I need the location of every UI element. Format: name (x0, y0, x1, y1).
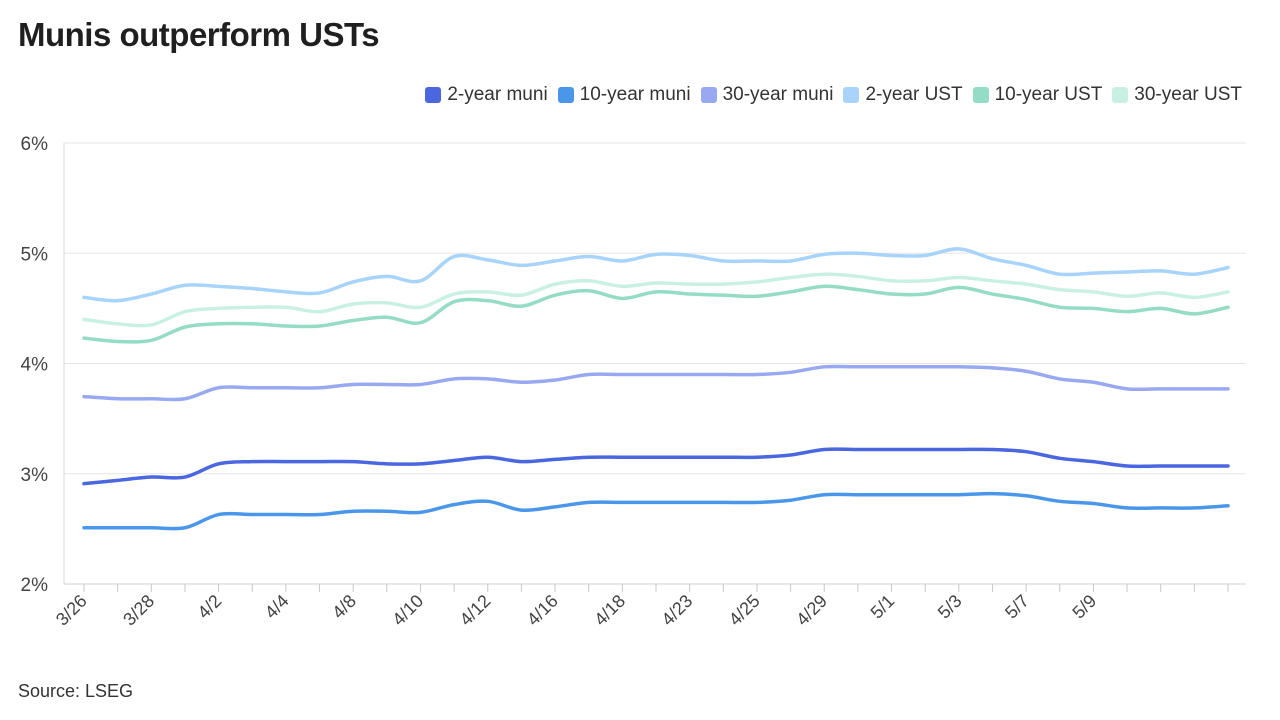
x-tick-label: 4/10 (388, 591, 427, 630)
legend-item-30-year-muni[interactable]: 30-year muni (700, 84, 834, 106)
legend-label: 10-year muni (579, 84, 691, 105)
legend-swatch (1112, 87, 1129, 103)
y-tick-label: 5% (21, 244, 49, 265)
legend-label: 10-year UST (994, 84, 1103, 105)
series-line-10-year-muni (82, 491, 1230, 531)
legend-swatch (700, 87, 717, 103)
series-line-30-year-muni (82, 364, 1230, 402)
x-tick-label: 5/1 (867, 591, 899, 623)
legend-item-30-year-ust[interactable]: 30-year UST (1112, 84, 1242, 106)
x-tick-label: 5/3 (934, 591, 966, 623)
legend-label: 30-year UST (1134, 84, 1242, 105)
x-tick-label: 3/26 (52, 591, 91, 630)
x-tick-label: 4/8 (328, 591, 360, 623)
legend-swatch (425, 87, 442, 103)
x-tick-label: 4/25 (725, 591, 764, 630)
legend-item-2-year-muni[interactable]: 2-year muni (425, 84, 548, 106)
y-tick-label: 6% (21, 134, 49, 155)
x-tick-label: 3/28 (119, 591, 158, 630)
legend-label: 2-year UST (865, 84, 963, 105)
legend-swatch (972, 87, 989, 103)
x-tick-label: 4/12 (456, 591, 495, 630)
legend-swatch (843, 87, 860, 103)
legend-item-10-year-muni[interactable]: 10-year muni (557, 84, 691, 106)
legend-item-10-year-ust[interactable]: 10-year UST (972, 84, 1103, 106)
legend-label: 30-year muni (722, 84, 834, 105)
x-tick-label: 4/18 (590, 591, 629, 630)
legend-item-2-year-ust[interactable]: 2-year UST (843, 84, 963, 106)
series-line-2-year-ust (82, 247, 1230, 303)
x-tick-label: 5/7 (1001, 591, 1033, 623)
x-tick-label: 4/2 (194, 591, 226, 623)
source-note: Source: LSEG (18, 681, 134, 701)
legend: 2-year muni 10-year muni 30-year muni 2-yea… (425, 84, 1242, 106)
series-line-10-year-ust (82, 284, 1230, 344)
chart-title: Munis outperform USTs (18, 16, 380, 53)
y-tick-label: 3% (21, 465, 49, 486)
series-line-2-year-muni (82, 447, 1230, 486)
x-tick-label: 4/29 (792, 591, 831, 630)
legend-swatch (557, 87, 574, 103)
series-line-30-year-ust (82, 272, 1230, 328)
legend-label: 2-year muni (447, 84, 548, 105)
x-tick-label: 5/9 (1068, 591, 1100, 623)
x-tick-label: 4/16 (523, 591, 562, 630)
x-tick-label: 4/4 (261, 591, 293, 623)
y-tick-label: 4% (21, 355, 49, 376)
y-tick-label: 2% (21, 575, 49, 596)
x-tick-label: 4/23 (658, 591, 697, 630)
